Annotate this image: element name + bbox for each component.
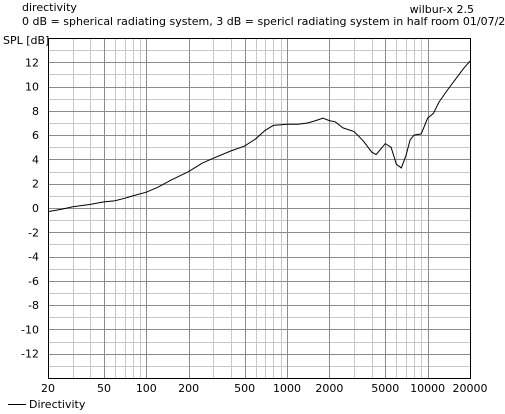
plot-frame — [48, 38, 471, 379]
y-tick-label: 12 — [25, 56, 39, 69]
x-tick-label: 2000 — [315, 382, 343, 395]
x-tick-label: 20 — [41, 382, 55, 395]
legend-swatch — [8, 404, 26, 405]
x-tick-label: 500 — [234, 382, 255, 395]
x-tick-label: 10000 — [410, 382, 445, 395]
software-version-label: wilbur-x 2.5 — [409, 3, 474, 16]
x-tick-label: 100 — [136, 382, 157, 395]
y-tick-label: -10 — [21, 323, 39, 336]
x-tick-labels: 20 50 100 200 500 1000 2000 5000 10000 20000 — [41, 382, 488, 395]
x-tick-label: 20000 — [453, 382, 488, 395]
y-tick-label: 4 — [32, 153, 39, 166]
y-tick-label: -2 — [28, 226, 39, 239]
y-tick-label: -6 — [28, 275, 39, 288]
y-tick-label: -4 — [28, 251, 39, 264]
series-line-directivity — [47, 60, 471, 213]
chart-title: directivity — [22, 1, 77, 14]
y-tick-label: -12 — [21, 348, 39, 361]
x-tick-label: 5000 — [371, 382, 399, 395]
legend-label: Directivity — [29, 398, 86, 411]
y-tick-label: 6 — [32, 129, 39, 142]
x-tick-label: 1000 — [273, 382, 301, 395]
y-tick-label: 2 — [32, 178, 39, 191]
x-tick-label: 200 — [178, 382, 199, 395]
y-axis-label: SPL [dB] — [3, 34, 50, 47]
y-tick-label: -8 — [28, 299, 39, 312]
chart-subtitle: 0 dB = spherical radiating system, 3 dB … — [22, 15, 505, 28]
y-tick-label: 8 — [32, 105, 39, 118]
legend: Directivity — [8, 398, 85, 411]
x-tick-label: 50 — [97, 382, 111, 395]
y-tick-label: 0 — [32, 202, 39, 215]
y-tick-label: 10 — [25, 81, 39, 94]
y-tick-labels: 12 10 8 6 4 2 0 -2 -4 -6 -8 -10 -12 — [21, 56, 39, 360]
grid-major — [48, 38, 471, 378]
